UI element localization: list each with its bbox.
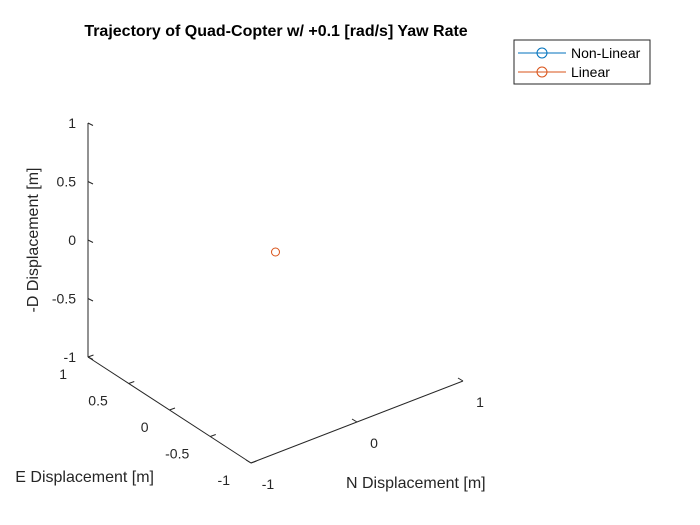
y-tick-mark xyxy=(169,407,176,411)
y-axis-label: E Displacement [m] xyxy=(15,469,154,486)
x-tick-label: 0 xyxy=(370,435,378,451)
y-tick-label: -1 xyxy=(218,472,231,488)
data-markers xyxy=(271,247,280,257)
z-tick-mark xyxy=(87,122,94,126)
z-axis-label: -D Displacement [m] xyxy=(25,168,42,313)
y-tick-mark xyxy=(87,354,94,358)
x-tick-mark xyxy=(457,377,464,382)
y-tick-mark xyxy=(210,434,216,437)
x-tick-label: -1 xyxy=(262,476,275,492)
x-tick-label: 1 xyxy=(476,394,484,410)
z-tick-mark xyxy=(87,239,94,243)
legend-swatch-marker xyxy=(536,66,548,78)
z-tick-mark xyxy=(87,356,94,360)
y-tick-label: -0.5 xyxy=(165,446,189,462)
axes-3d: -1 -0.5 0 0.5 1 -1 -0.5 0 0.5 1 -1 0 1 xyxy=(52,115,484,492)
x-ticks: -1 0 1 xyxy=(245,377,484,492)
y-tick-mark xyxy=(128,381,135,384)
z-tick-mark xyxy=(87,298,94,302)
legend-label: Linear xyxy=(571,64,610,80)
z-tick-label: 0 xyxy=(68,232,76,248)
z-ticks: -1 -0.5 0 0.5 1 xyxy=(52,115,94,365)
z-tick-label: 0.5 xyxy=(57,174,77,190)
z-tick-label: 1 xyxy=(68,115,76,131)
legend-label: Non-Linear xyxy=(571,45,641,61)
chart-title: Trajectory of Quad-Copter w/ +0.1 [rad/s… xyxy=(84,23,467,40)
legend-swatch-marker xyxy=(536,47,548,59)
legend-box xyxy=(513,39,651,85)
y-tick-mark xyxy=(250,460,257,464)
x-axis-label: N Displacement [m] xyxy=(346,475,486,492)
z-tick-label: -1 xyxy=(64,349,77,365)
y-tick-label: 0.5 xyxy=(88,393,108,409)
y-tick-label: 0 xyxy=(141,419,149,435)
z-tick-mark xyxy=(87,181,94,185)
legend-items: Non-Linear Linear xyxy=(518,45,641,80)
x-tick-mark xyxy=(351,418,358,423)
x-tick-mark xyxy=(245,459,252,464)
z-tick-label: -0.5 xyxy=(52,291,76,307)
y-tick-label: 1 xyxy=(59,366,67,382)
legend: Non-Linear Linear xyxy=(513,39,651,85)
y-ticks: -1 -0.5 0 0.5 1 xyxy=(59,354,257,488)
series-1-marker xyxy=(271,247,280,257)
